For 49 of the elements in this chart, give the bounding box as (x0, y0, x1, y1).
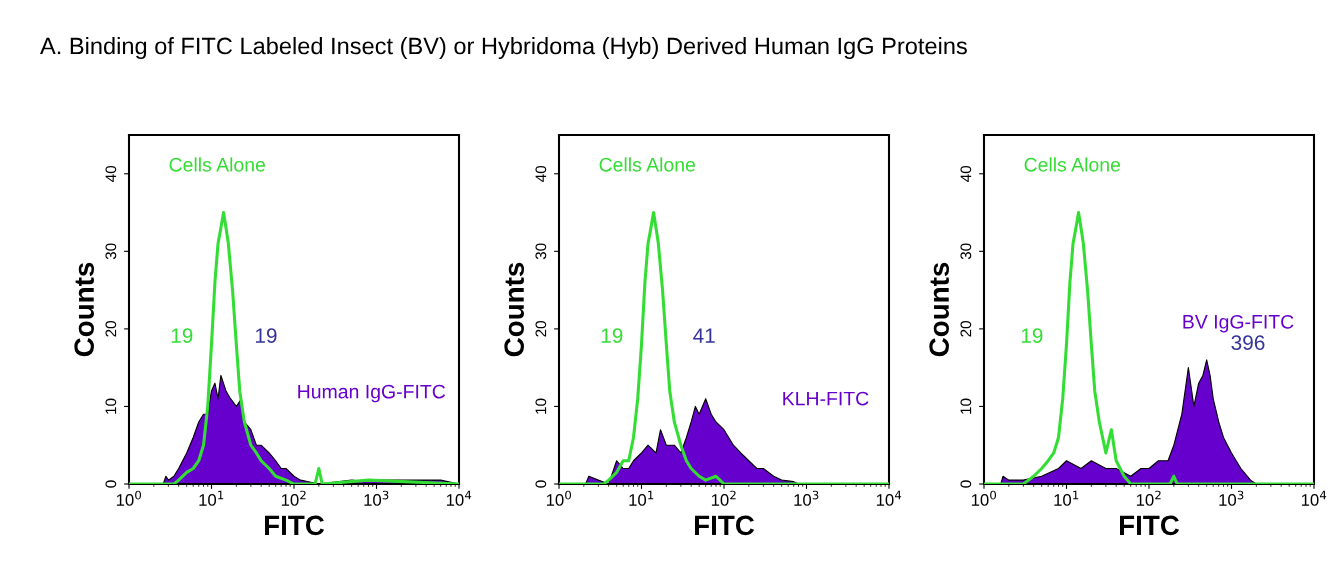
y-axis-title: Counts (74, 262, 94, 357)
x-tick-label: 10$^{3}$ (1219, 490, 1244, 506)
y-tick-label: 30 (535, 243, 547, 260)
x-axis-title: FITC (265, 515, 325, 536)
text: Cells Alone (169, 157, 266, 172)
x-tick-label: 10$^{1}$ (1054, 490, 1079, 506)
text: Human IgG-FITC (298, 384, 446, 403)
y-tick-label: 10 (105, 398, 117, 414)
y-tick-label: 10 (535, 398, 547, 414)
y-tick-label: 0 (105, 480, 117, 488)
annotation: 19 (601, 328, 623, 344)
y-tick-label: 40 (535, 165, 547, 182)
x-tick-label: 10$^{1}$ (629, 490, 654, 506)
text: Cells Alone (599, 157, 696, 172)
y-axis-title: Counts (929, 262, 949, 357)
annotation: 396 (1231, 335, 1265, 350)
x-tick-label: 10$^{3}$ (794, 490, 819, 506)
x-tick-label: 10$^{0}$ (546, 490, 572, 506)
y-tick-label: 20 (535, 320, 547, 337)
annotation: 19 (1021, 328, 1043, 344)
x-tick-label: 10$^{1}$ (199, 490, 224, 506)
x-tick-label: 10$^{4}$ (1301, 490, 1327, 506)
annotation: 19 (255, 328, 277, 344)
x-tick-label: 10$^{4}$ (876, 490, 902, 506)
y-tick-label: 0 (960, 480, 972, 488)
annotation: 41 (693, 328, 715, 343)
y-tick-label: 30 (105, 243, 117, 260)
text: KLH-FITC (783, 391, 869, 406)
text: Cells Alone (1024, 157, 1121, 172)
y-tick-label: 0 (535, 480, 547, 488)
x-axis-title: FITC (695, 515, 755, 536)
y-tick-label: 20 (960, 320, 972, 337)
x-tick-label: 10$^{4}$ (446, 490, 472, 506)
y-axis-title: Counts (504, 262, 524, 357)
series-label: BV IgG-FITC (1183, 314, 1294, 333)
x-axis-title: FITC (1120, 515, 1180, 536)
y-tick-label: 30 (960, 243, 972, 260)
y-tick-label: 40 (960, 165, 972, 182)
x-tick-label: 10$^{2}$ (1136, 490, 1161, 506)
y-tick-label: 20 (105, 320, 117, 337)
y-tick-label: 10 (960, 398, 972, 414)
x-tick-label: 10$^{0}$ (116, 490, 142, 506)
x-tick-label: 10$^{2}$ (281, 490, 306, 506)
chart-title: A. Binding of FITC Labeled Insect (BV) or Hybridoma (Hyb) Derived Human IgG Proteins (40, 37, 967, 60)
annotation: 19 (171, 328, 193, 344)
y-tick-label: 40 (105, 165, 117, 182)
x-tick-label: 10$^{0}$ (971, 490, 997, 506)
x-tick-label: 10$^{2}$ (711, 490, 736, 506)
x-tick-label: 10$^{3}$ (364, 490, 389, 506)
